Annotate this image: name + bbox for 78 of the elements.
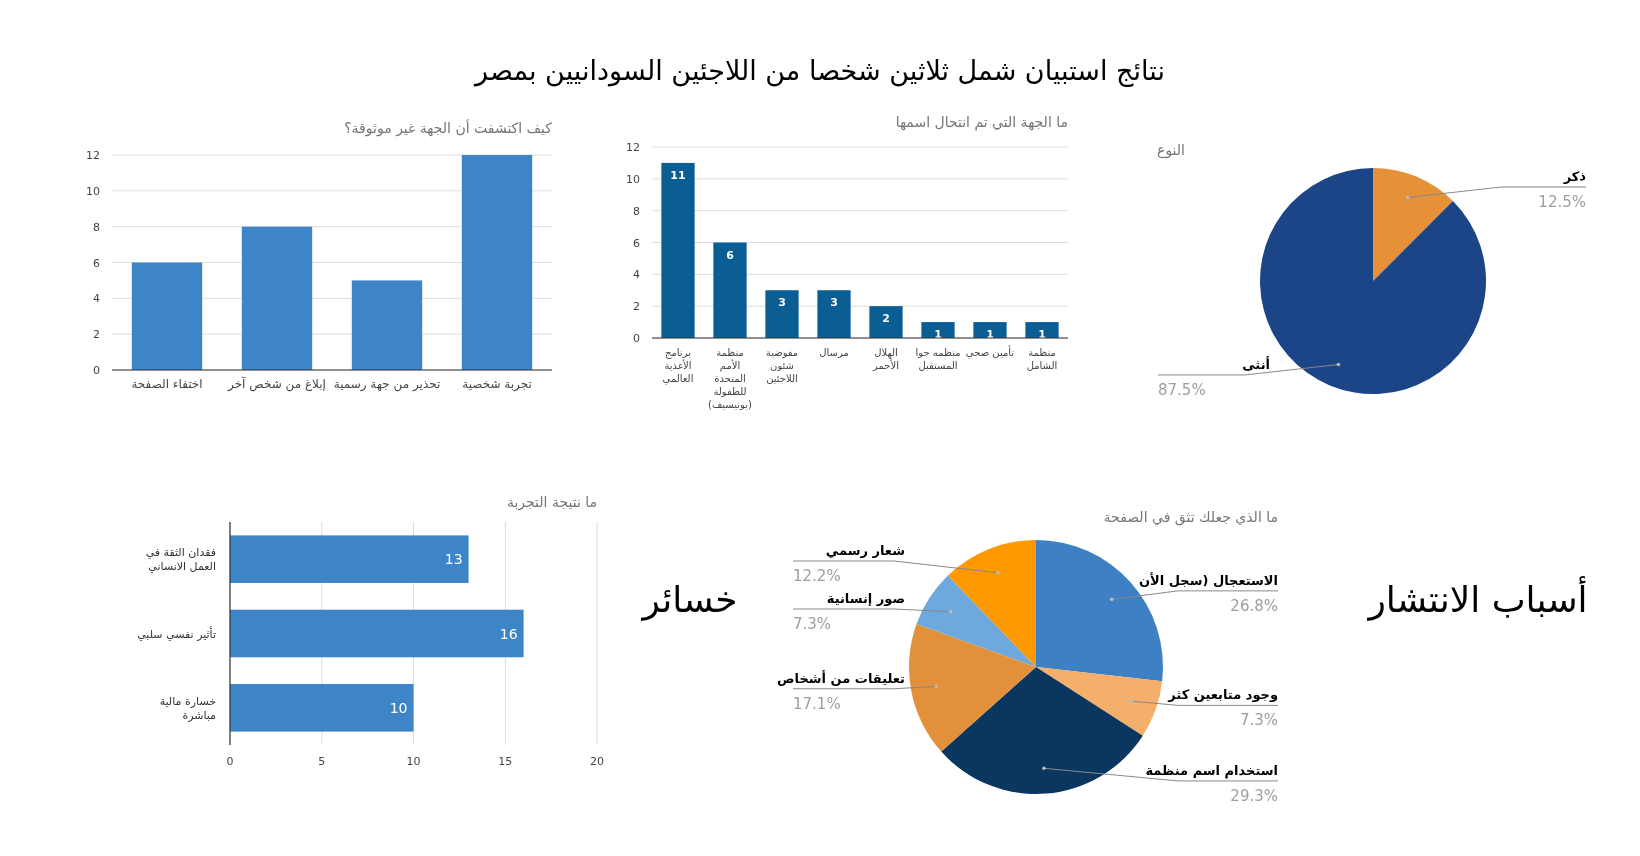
y-tick-label: تأثير نفسي سلبي (137, 625, 216, 641)
y-tick-label: 12 (86, 149, 100, 162)
x-tick-label: 5 (318, 755, 326, 768)
data-label: 7.3% (1239, 711, 1278, 730)
data-label: 1 (934, 328, 942, 342)
pie-slice (1036, 540, 1163, 682)
data-label: 13 (444, 551, 463, 568)
y-tick-label: خسارة مالية مباشرة (159, 694, 217, 722)
pie-slice (909, 623, 1036, 752)
y-tick-label: 4 (93, 292, 100, 306)
y-tick-label: فقدان الثقة في العمل الانساني (145, 546, 216, 574)
x-tick-label: تجربة شخصية (462, 377, 532, 392)
chart-title: ما الذي جعلك تثق في الصفحة (1103, 509, 1278, 526)
text: أسباب الانتشار (1366, 576, 1588, 621)
data-label: 29.3% (1230, 786, 1278, 805)
pie-slice (1373, 168, 1453, 281)
data-label: 26.8% (1230, 596, 1278, 615)
y-tick-label: 10 (86, 184, 100, 198)
slice-label: أنثى (1242, 355, 1270, 372)
data-label: 87.5% (1158, 380, 1206, 399)
text: نتائج استبيان شمل ثلاثين شخصا من اللاجئين السودانيين بمصر (473, 55, 1165, 87)
data-label: 17.1% (793, 694, 841, 713)
slice-label: ذكر (1562, 169, 1587, 185)
data-label: 12.2% (793, 566, 841, 585)
data-label: 6 (726, 248, 735, 262)
data-label: 3 (778, 296, 786, 310)
x-tick-label: 20 (590, 755, 604, 768)
y-tick-label: 12 (626, 141, 640, 154)
slice-label: وجود متابعين كثر (1167, 687, 1278, 703)
data-label: 1 (986, 328, 994, 342)
text: خسائر (640, 579, 738, 621)
y-tick-label: 0 (633, 332, 640, 345)
x-tick-label: تأمين صحي (965, 345, 1015, 359)
x-tick-label: إبلاغ من شخص آخر (227, 376, 326, 392)
slice-label: تعليقات من أشخاص (777, 669, 905, 686)
y-tick-label: 2 (93, 328, 100, 342)
pie-slice (916, 575, 1036, 667)
data-label: 10 (389, 699, 408, 716)
slice-label: استخدام اسم منظمة (1145, 762, 1278, 779)
bar (230, 535, 469, 583)
data-label: 12.5% (1538, 193, 1586, 212)
pie-slice (1036, 667, 1163, 736)
chart-title: ما الجهة التي تم انتحال اسمها (895, 114, 1068, 131)
slice-label: صور إنسانية (826, 590, 905, 606)
x-tick-label: برنامج الأغذية العالمي (662, 347, 694, 385)
slice-label: شعار رسمي (825, 542, 905, 558)
chart-title: ما نتيجة التجربة (506, 494, 597, 511)
data-label: 1 (1038, 328, 1046, 342)
x-tick-label: 15 (498, 755, 513, 768)
x-tick-label: مفوضية شئون اللاجئين (765, 347, 799, 384)
chart-title: كيف اكتشفت أن الجهة غير موثوقة؟ (344, 119, 553, 137)
x-tick-label: الهلال الأحمر (872, 347, 899, 371)
x-tick-label: منظمة الأمم المتحدة للطفولة (يونيسيف) (708, 347, 753, 410)
x-tick-label: 10 (406, 755, 421, 768)
data-label: 2 (882, 312, 890, 326)
y-tick-label: 6 (93, 256, 100, 270)
x-tick-label: منظمة الشامل (1026, 347, 1058, 371)
slice-label: الاستعجال (سجل الأن (1138, 571, 1278, 588)
data-label: 16 (499, 625, 518, 642)
x-tick-label: اختفاء الصفحة (131, 377, 203, 391)
pie-slice (947, 540, 1036, 667)
x-tick-label: منظمه حوا المستقبل (915, 347, 961, 371)
y-tick-label: 4 (633, 268, 640, 282)
bar (230, 609, 524, 658)
y-tick-label: 10 (626, 172, 640, 186)
data-label: 3 (830, 296, 838, 310)
y-tick-label: 8 (93, 220, 100, 234)
data-label: 7.3% (793, 614, 832, 633)
chart-title: النوع (1157, 142, 1185, 159)
bar (230, 684, 414, 732)
data-label: 11 (670, 168, 686, 182)
y-tick-label: 2 (633, 300, 640, 314)
x-tick-label: 0 (226, 755, 234, 768)
y-tick-label: 6 (633, 236, 640, 250)
y-tick-label: 8 (633, 204, 640, 218)
x-tick-label: تحذير من جهة رسمية (333, 377, 441, 392)
pie-slice (941, 667, 1143, 794)
x-tick-label: مرسال (819, 347, 849, 358)
